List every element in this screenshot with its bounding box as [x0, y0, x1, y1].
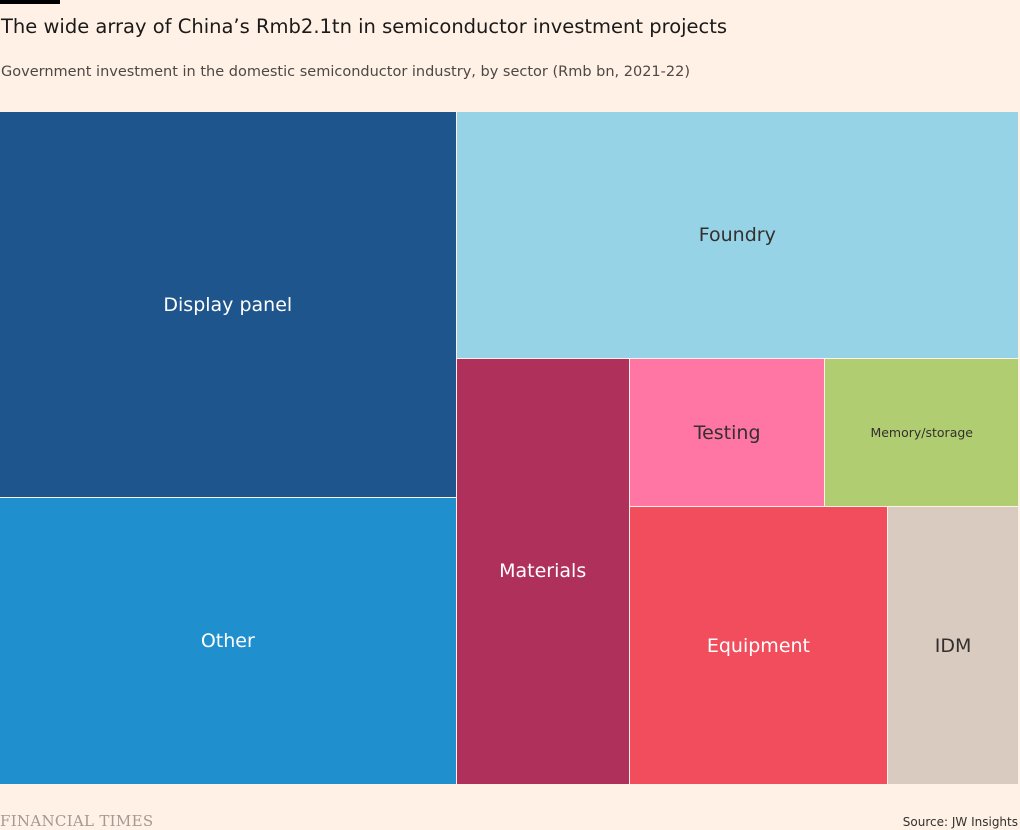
chart-title: The wide array of China’s Rmb2.1tn in se… — [1, 15, 728, 38]
tile-label-other: Other — [200, 630, 255, 653]
tile-foundry: Foundry — [456, 112, 1019, 359]
ft-brand-logo: FINANCIAL TIMES — [0, 812, 154, 830]
tile-label-materials: Materials — [499, 560, 587, 583]
tile-materials: Materials — [456, 358, 630, 785]
tile-label-equipment: Equipment — [706, 634, 810, 657]
source-note: Source: JW Insights — [902, 815, 1018, 829]
tile-idm: IDM — [888, 507, 1019, 785]
tile-memory-storage: Memory/storage — [825, 358, 1019, 508]
tile-label-testing: Testing — [693, 421, 761, 444]
treemap: Display panel Other Foundry Materials Te… — [0, 112, 1019, 785]
chart-subtitle: Government investment in the domestic se… — [1, 64, 690, 80]
tile-label-display-panel: Display panel — [163, 293, 293, 316]
tile-other: Other — [0, 498, 457, 785]
tile-label-memory-storage: Memory/storage — [870, 425, 973, 441]
ft-accent-bar — [0, 0, 60, 4]
tile-equipment: Equipment — [629, 507, 889, 785]
tile-display-panel: Display panel — [0, 112, 457, 499]
tile-label-idm: IDM — [934, 634, 972, 657]
tile-testing: Testing — [629, 358, 826, 508]
tile-label-foundry: Foundry — [698, 223, 776, 246]
